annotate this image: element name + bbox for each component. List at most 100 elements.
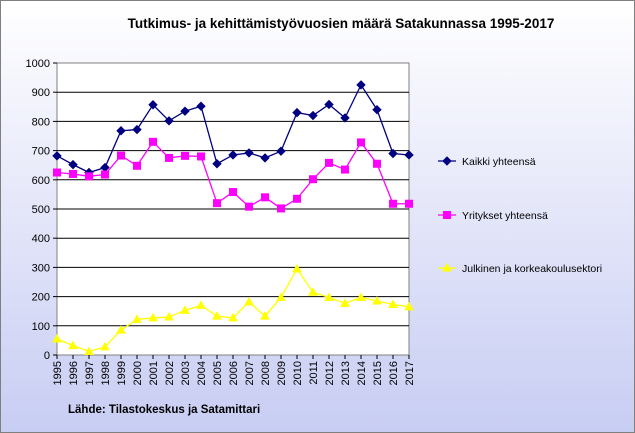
- data-point: [197, 152, 205, 161]
- data-point: [372, 105, 382, 115]
- data-point: [68, 340, 78, 350]
- data-point: [340, 113, 350, 123]
- series-2: [53, 137, 413, 213]
- legend-label: Yritykset yhteensä: [462, 210, 548, 222]
- data-point: [324, 292, 334, 301]
- data-point: [213, 199, 221, 208]
- data-point: [132, 314, 142, 323]
- x-tick-label: 1997: [84, 361, 96, 385]
- legend-item: Kaikki yhteensä: [438, 156, 536, 168]
- source-note: Lähde: Tilastokeskus ja Satamittari: [68, 404, 260, 416]
- data-point: [133, 161, 141, 170]
- x-tick-label: 2004: [196, 361, 208, 385]
- x-tick-label: 2001: [148, 361, 160, 385]
- y-tick-label: 400: [32, 233, 50, 245]
- data-point: [357, 138, 365, 147]
- y-tick-label: 200: [32, 292, 50, 304]
- x-tick-label: 2014: [356, 361, 368, 385]
- data-point: [260, 153, 270, 163]
- data-point: [53, 168, 61, 177]
- data-point: [340, 298, 350, 307]
- data-point: [165, 153, 173, 162]
- data-point: [356, 292, 366, 301]
- data-point: [196, 300, 206, 309]
- data-point: [180, 305, 190, 314]
- series-1: [52, 80, 414, 178]
- data-point: [373, 159, 381, 168]
- data-point: [164, 312, 174, 321]
- x-tick-label: 1999: [116, 361, 128, 385]
- data-point: [324, 99, 334, 110]
- data-point: [148, 312, 158, 322]
- legend-marker: [442, 262, 452, 272]
- data-point: [292, 263, 302, 273]
- data-point: [341, 165, 349, 174]
- x-tick-label: 1998: [100, 361, 112, 385]
- y-axis-ticks: 0 100 200 300 400 500 600 700 800 900 1000: [26, 58, 57, 362]
- data-point: [293, 194, 301, 203]
- series-group: [52, 80, 414, 355]
- data-point: [196, 101, 206, 111]
- x-tick-label: 2008: [260, 361, 272, 385]
- series-3: [52, 263, 414, 355]
- legend-marker: [442, 156, 452, 166]
- data-point: [245, 202, 253, 211]
- y-tick-label: 500: [32, 204, 50, 216]
- y-tick-label: 600: [32, 175, 50, 187]
- data-point: [229, 188, 237, 197]
- x-tick-label: 2003: [180, 361, 192, 385]
- x-tick-label: 2017: [404, 361, 416, 385]
- x-tick-label: 2011: [308, 361, 320, 385]
- x-tick-label: 2010: [292, 361, 304, 385]
- data-point: [180, 106, 190, 116]
- data-point: [181, 151, 189, 160]
- data-point: [101, 170, 109, 179]
- x-axis-ticks: 1995 1996 1997 1998 1999 2000 2001 2002 2003 2004…: [52, 355, 416, 385]
- x-tick-label: 2005: [212, 361, 224, 385]
- x-tick-label: 2013: [340, 361, 352, 385]
- data-point: [116, 325, 126, 334]
- data-point: [404, 301, 414, 311]
- data-point: [277, 204, 285, 213]
- data-point: [372, 295, 382, 305]
- data-point: [308, 287, 318, 296]
- data-point: [244, 148, 254, 158]
- data-point: [132, 124, 142, 135]
- data-point: [404, 150, 414, 160]
- y-tick-label: 900: [32, 87, 50, 99]
- data-point: [52, 333, 62, 343]
- x-tick-label: 2000: [132, 361, 144, 385]
- data-point: [117, 151, 125, 160]
- data-point: [405, 199, 413, 208]
- data-point: [116, 126, 126, 136]
- x-tick-label: 2009: [276, 361, 288, 385]
- x-tick-label: 2015: [372, 361, 384, 385]
- x-tick-label: 2006: [228, 361, 240, 385]
- data-point: [276, 146, 286, 156]
- data-point: [388, 299, 398, 308]
- data-point: [100, 341, 110, 351]
- y-tick-label: 800: [32, 116, 50, 128]
- data-point: [276, 292, 286, 301]
- data-point: [388, 148, 398, 159]
- data-point: [85, 172, 93, 181]
- data-point: [84, 346, 94, 355]
- y-tick-label: 1000: [26, 58, 50, 70]
- data-point: [389, 199, 397, 208]
- data-point: [149, 137, 157, 146]
- data-point: [309, 175, 317, 184]
- y-tick-label: 100: [32, 321, 50, 333]
- y-tick-label: 300: [32, 262, 50, 274]
- legend-item: Julkinen ja korkeakoulusektori: [438, 262, 602, 275]
- data-point: [212, 159, 222, 169]
- x-tick-label: 2007: [244, 361, 256, 385]
- y-tick-label: 0: [44, 350, 50, 362]
- data-point: [52, 151, 62, 161]
- data-point: [261, 193, 269, 202]
- x-tick-label: 2012: [324, 361, 336, 385]
- data-point: [356, 80, 366, 90]
- legend: Kaikki yhteensä Yritykset yhteensä Julkine…: [438, 156, 602, 275]
- x-tick-label: 1996: [68, 361, 80, 385]
